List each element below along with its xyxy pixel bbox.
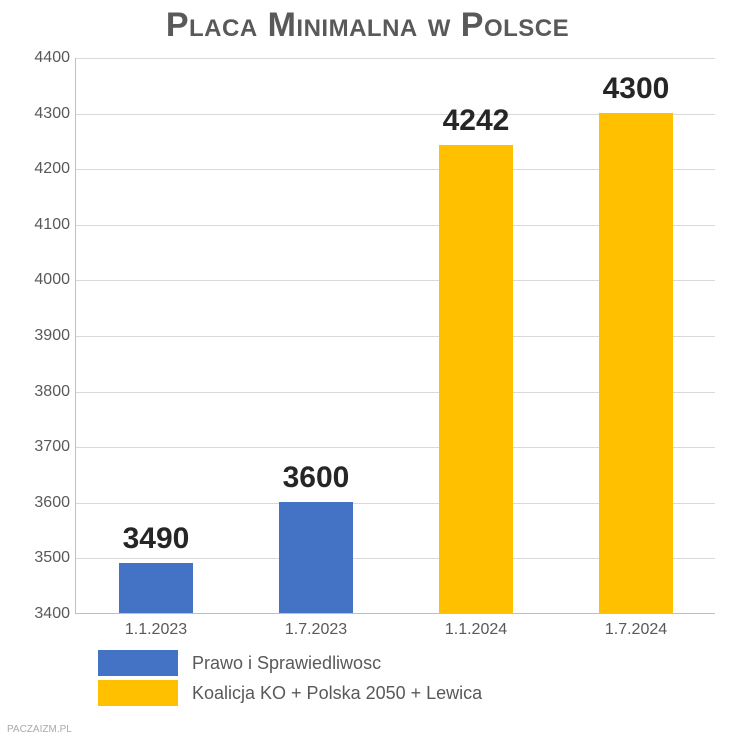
bar bbox=[119, 563, 193, 613]
chart-title: Placa Minimalna w Polsce bbox=[0, 6, 735, 45]
x-tick-label: 1.7.2023 bbox=[285, 613, 347, 639]
bar bbox=[279, 502, 353, 613]
y-tick-label: 3700 bbox=[34, 438, 76, 456]
watermark: PACZAIZM.PL bbox=[7, 724, 72, 735]
bar-value-label: 3490 bbox=[123, 522, 190, 556]
legend-label: Prawo i Sprawiedliwosc bbox=[192, 653, 381, 674]
y-tick-label: 3400 bbox=[34, 605, 76, 623]
bar bbox=[599, 113, 673, 613]
legend: Prawo i Sprawiedliwosc Koalicja KO + Pols… bbox=[98, 650, 482, 710]
y-tick-label: 4400 bbox=[34, 49, 76, 67]
y-tick-label: 4200 bbox=[34, 160, 76, 178]
x-tick-label: 1.1.2023 bbox=[125, 613, 187, 639]
y-tick-label: 3600 bbox=[34, 494, 76, 512]
bar bbox=[439, 145, 513, 613]
x-tick-label: 1.7.2024 bbox=[605, 613, 667, 639]
chart-container: Placa Minimalna w Polsce 340035003600370… bbox=[0, 0, 735, 741]
y-tick-label: 3500 bbox=[34, 549, 76, 567]
plot-area: 3400350036003700380039004000410042004300… bbox=[75, 58, 715, 614]
y-tick-label: 4000 bbox=[34, 271, 76, 289]
legend-label: Koalicja KO + Polska 2050 + Lewica bbox=[192, 683, 482, 704]
bar-value-label: 4300 bbox=[603, 72, 670, 106]
legend-item: Prawo i Sprawiedliwosc bbox=[98, 650, 482, 676]
legend-swatch bbox=[98, 650, 178, 676]
legend-swatch bbox=[98, 680, 178, 706]
x-tick-label: 1.1.2024 bbox=[445, 613, 507, 639]
bar-value-label: 3600 bbox=[283, 461, 350, 495]
y-tick-label: 3800 bbox=[34, 383, 76, 401]
bar-value-label: 4242 bbox=[443, 104, 510, 138]
y-tick-label: 4100 bbox=[34, 216, 76, 234]
legend-item: Koalicja KO + Polska 2050 + Lewica bbox=[98, 680, 482, 706]
y-tick-label: 3900 bbox=[34, 327, 76, 345]
gridline bbox=[76, 58, 715, 59]
y-tick-label: 4300 bbox=[34, 105, 76, 123]
